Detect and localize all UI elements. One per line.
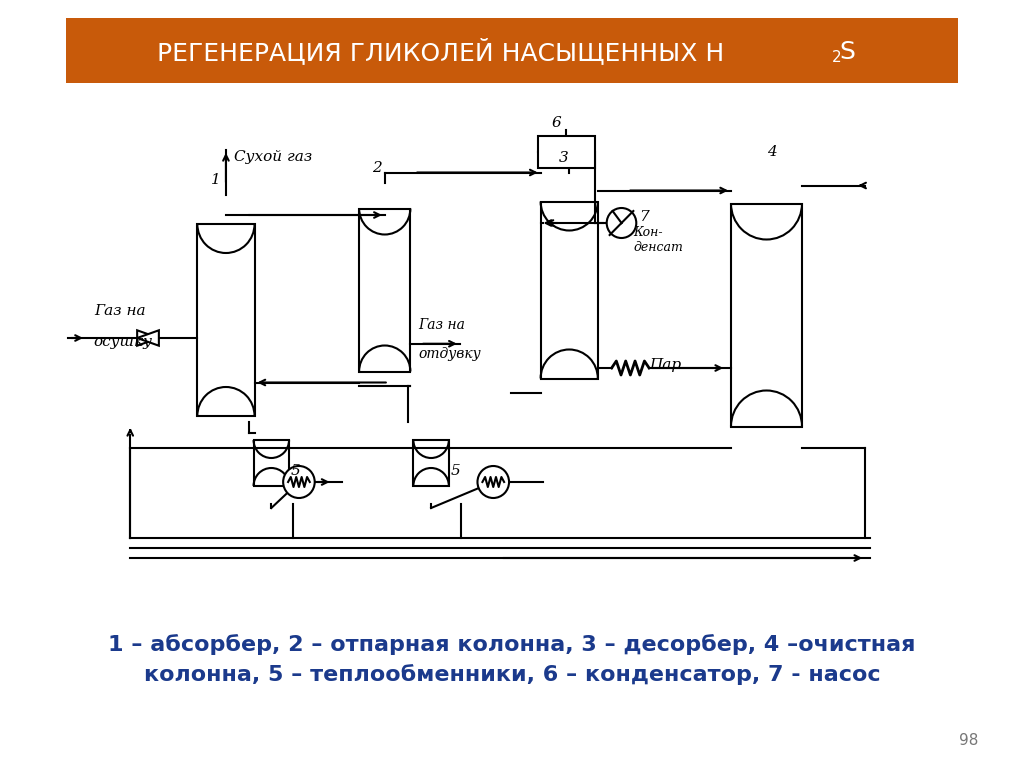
Text: отдувку: отдувку [418, 346, 481, 361]
Text: 7: 7 [639, 210, 649, 224]
Text: 5: 5 [291, 464, 301, 478]
Bar [198, 224, 255, 416]
Bar [254, 440, 289, 486]
Text: Пар: Пар [649, 358, 681, 372]
Text: колонна, 5 – теплообменники, 6 – конденсатор, 7 - насос: колонна, 5 – теплообменники, 6 – конденс… [143, 664, 881, 686]
Bar [541, 201, 598, 379]
Text: 2: 2 [372, 161, 382, 174]
Text: 1 – абсорбер, 2 – отпарная колонна, 3 – десорбер, 4 –очистная: 1 – абсорбер, 2 – отпарная колонна, 3 – … [109, 634, 915, 655]
Text: 2: 2 [831, 51, 842, 65]
Bar [414, 440, 449, 486]
Text: Газ на: Газ на [94, 304, 145, 318]
Text: 3: 3 [558, 151, 568, 164]
Circle shape [606, 208, 636, 238]
Text: 1: 1 [211, 173, 221, 187]
Bar [538, 136, 595, 168]
Polygon shape [137, 330, 159, 346]
Bar [731, 204, 802, 426]
Bar [359, 208, 411, 372]
FancyBboxPatch shape [67, 18, 957, 83]
Text: 98: 98 [959, 733, 979, 748]
Text: Сухой газ: Сухой газ [233, 150, 312, 164]
Text: Кон-
денсат: Кон- денсат [633, 226, 683, 254]
Text: 5: 5 [451, 464, 461, 478]
Text: Газ на: Газ на [418, 318, 465, 332]
Text: осушку: осушку [94, 335, 153, 349]
Text: 6: 6 [552, 116, 561, 130]
Text: S: S [840, 40, 855, 64]
Circle shape [284, 466, 314, 498]
Text: РЕГЕНЕРАЦИЯ ГЛИКОЛЕЙ НАСЫЩЕННЫХ Н: РЕГЕНЕРАЦИЯ ГЛИКОЛЕЙ НАСЫЩЕННЫХ Н [158, 38, 725, 65]
Text: 4: 4 [767, 145, 776, 160]
Circle shape [477, 466, 509, 498]
Polygon shape [137, 330, 159, 346]
